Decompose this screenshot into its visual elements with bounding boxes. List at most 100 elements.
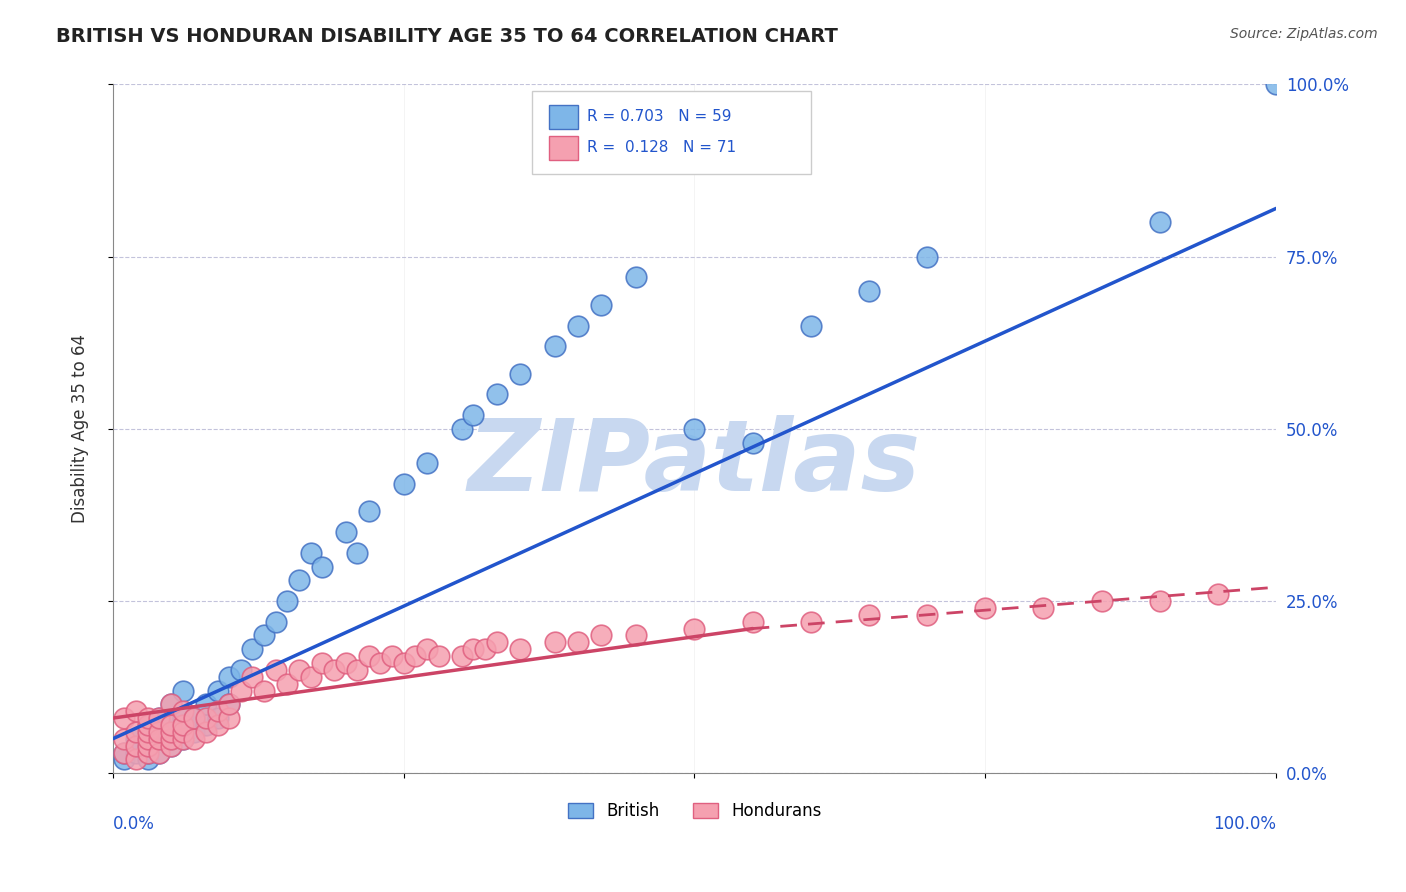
Point <box>172 683 194 698</box>
Point <box>463 408 485 422</box>
Point <box>346 546 368 560</box>
Point <box>276 594 298 608</box>
Point <box>800 615 823 629</box>
Point <box>172 718 194 732</box>
Point <box>229 683 252 698</box>
FancyBboxPatch shape <box>550 136 578 161</box>
Point <box>172 711 194 725</box>
Point <box>370 656 392 670</box>
Point <box>485 387 508 401</box>
Text: 100.0%: 100.0% <box>1213 814 1277 832</box>
Point <box>136 739 159 753</box>
Point <box>357 649 380 664</box>
Point <box>207 683 229 698</box>
Point <box>299 546 322 560</box>
Point <box>183 724 205 739</box>
Point <box>207 711 229 725</box>
Point <box>288 663 311 677</box>
Point <box>741 615 763 629</box>
Point <box>392 477 415 491</box>
Point <box>450 422 472 436</box>
Point <box>567 635 589 649</box>
Point <box>242 642 264 657</box>
Point <box>509 367 531 381</box>
Point <box>148 731 170 746</box>
Point <box>322 663 344 677</box>
Point <box>346 663 368 677</box>
Point <box>114 746 136 760</box>
Point <box>148 731 170 746</box>
Point <box>218 698 240 712</box>
Point <box>683 622 706 636</box>
Point <box>125 724 148 739</box>
Point <box>160 739 183 753</box>
Point <box>218 698 240 712</box>
Point <box>264 663 287 677</box>
Point <box>194 718 217 732</box>
Point <box>125 746 148 760</box>
Point <box>160 724 183 739</box>
Point <box>1265 78 1288 92</box>
Point <box>1149 215 1171 229</box>
Point <box>114 731 136 746</box>
Point <box>160 739 183 753</box>
Point <box>1206 587 1229 601</box>
Point <box>311 559 333 574</box>
Point <box>136 739 159 753</box>
Point <box>1032 600 1054 615</box>
Point <box>125 752 148 766</box>
Point <box>416 456 439 470</box>
Y-axis label: Disability Age 35 to 64: Disability Age 35 to 64 <box>72 334 89 524</box>
Point <box>114 746 136 760</box>
Point <box>148 711 170 725</box>
Point <box>172 731 194 746</box>
Point <box>800 318 823 333</box>
Point <box>136 746 159 760</box>
Point <box>858 284 880 298</box>
Point <box>253 683 276 698</box>
Point <box>427 649 450 664</box>
Text: BRITISH VS HONDURAN DISABILITY AGE 35 TO 64 CORRELATION CHART: BRITISH VS HONDURAN DISABILITY AGE 35 TO… <box>56 27 838 45</box>
Point <box>915 607 938 622</box>
Point <box>404 649 426 664</box>
Point <box>229 663 252 677</box>
Text: ZIPatlas: ZIPatlas <box>468 415 921 512</box>
Point <box>299 670 322 684</box>
Point <box>626 270 648 285</box>
Point <box>136 746 159 760</box>
Point <box>172 704 194 718</box>
Point <box>416 642 439 657</box>
Point <box>148 711 170 725</box>
Point <box>160 698 183 712</box>
Text: R =  0.128   N = 71: R = 0.128 N = 71 <box>588 140 737 155</box>
Point <box>114 711 136 725</box>
Point <box>1091 594 1114 608</box>
Point <box>148 724 170 739</box>
Point <box>311 656 333 670</box>
Point <box>125 704 148 718</box>
Point <box>218 711 240 725</box>
Point <box>148 746 170 760</box>
Point <box>1149 594 1171 608</box>
Point <box>567 318 589 333</box>
Point <box>136 711 159 725</box>
Legend: British, Hondurans: British, Hondurans <box>561 796 828 827</box>
Point <box>207 704 229 718</box>
Point <box>683 422 706 436</box>
Point <box>194 724 217 739</box>
Point <box>125 731 148 746</box>
Text: Source: ZipAtlas.com: Source: ZipAtlas.com <box>1230 27 1378 41</box>
Point <box>288 574 311 588</box>
Point <box>172 718 194 732</box>
Point <box>148 724 170 739</box>
Point <box>264 615 287 629</box>
Point <box>276 676 298 690</box>
Point <box>160 698 183 712</box>
Point <box>160 724 183 739</box>
Point <box>172 731 194 746</box>
Point <box>160 731 183 746</box>
Point <box>741 435 763 450</box>
Point <box>242 670 264 684</box>
Point <box>485 635 508 649</box>
Point <box>218 670 240 684</box>
